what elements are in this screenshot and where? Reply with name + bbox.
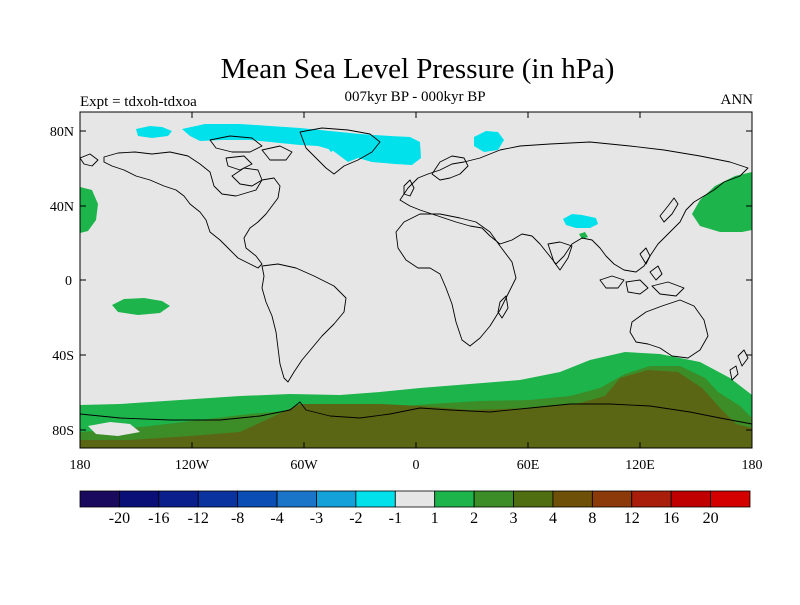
coastline-southeast-asia [599,247,685,297]
contour-cyan-arctic-small [326,143,337,152]
colorbar-swatch [670,490,711,508]
colorbar-label: -4 [270,510,283,527]
contour-grey-antarctic-patch [88,422,140,436]
lon-tick-marks [79,112,753,448]
colorbar-labels: -20 -16 -12 -8 -4 -3 -2 -1 1 2 3 4 8 12 16 20 [109,510,719,527]
contour-cyan-canada [136,126,172,138]
lon-tick-label: 60E [517,458,540,473]
colorbar-label: 3 [510,510,518,527]
contour-green-north-pacific-west [80,187,98,233]
contour-green-edge-southwest [80,408,100,420]
colorbar-swatch [237,490,278,508]
colorbar-label: -20 [109,510,130,527]
colorbar-swatch [79,490,120,508]
coastline-scandinavia [431,155,469,181]
colorbar-swatch [394,490,436,508]
coastline-antarctica [80,401,752,425]
colorbar-label: -3 [310,510,323,527]
colorbar-swatch [316,490,357,508]
contour-green-south-pacific [112,298,170,315]
contour-cyan-tibet [563,214,598,228]
lat-tick-label: 40N [50,200,74,215]
colorbar-label: 12 [624,510,640,527]
lon-tick-label: 120W [175,458,210,473]
experiment-label: Expt = tdxoh-tdxoa [80,94,197,110]
coastline-hudson-bay [231,167,263,187]
contour-cyan-arctic-main [182,124,421,165]
contour-green-tibet [579,232,588,239]
lon-tick-label: 0 [413,458,420,473]
colorbar-swatch [591,490,633,508]
colorbar [79,490,751,508]
lat-tick-label: 80S [52,424,74,439]
colorbar-swatch [158,490,199,508]
coastline-madagascar [497,295,509,319]
lon-tick-label: 180 [70,458,91,473]
lat-tick-label: 80N [50,125,74,140]
colorbar-label: 8 [588,510,596,527]
colorbar-label: 4 [549,510,557,527]
colorbar-swatch [355,490,396,508]
colorbar-label: -8 [231,510,244,527]
coastline-india [547,241,573,271]
coastline-australia [629,299,709,359]
colorbar-label: -16 [148,510,169,527]
coastlines [80,127,752,425]
colorbar-swatch [513,490,554,508]
coastline-japan [659,197,679,223]
contour-cyan-barents [474,131,504,152]
lon-tick-label: 180 [742,458,763,473]
colorbar-swatch [473,490,514,508]
coastline-south-america [261,263,347,383]
lon-tick-label: 60W [290,458,318,473]
map-subtitle: 007kyr BP - 000kyr BP [344,89,486,105]
lat-tick-marks [80,130,752,431]
contour-green-north-pacific-east [692,172,752,232]
lat-tick-labels: 80N 40N 0 40S 80S [50,125,74,439]
colorbar-swatch [631,490,672,508]
coastline-new-zealand [729,349,749,381]
colorbar-label: -12 [188,510,209,527]
coastline-britain [403,179,415,197]
colorbar-swatch [276,490,317,508]
colorbar-label: 2 [470,510,478,527]
colorbar-label: 1 [431,510,439,527]
page-title: Mean Sea Level Pressure (in hPa) [220,53,615,85]
lat-tick-label: 0 [65,274,72,289]
colorbar-swatch [552,490,593,508]
coastline-africa [395,213,517,347]
colorbar-swatch [434,490,475,508]
lon-tick-labels: 180 120W 60W 0 60E 120E 180 [70,458,763,473]
colorbar-label: 20 [703,510,719,527]
coastline-arctic-islands [209,135,293,171]
lon-tick-label: 120E [625,458,655,473]
coastline-alaska [80,153,99,167]
lat-tick-label: 40S [52,349,74,364]
colorbar-label: -1 [389,510,402,527]
colorbar-label: -2 [349,510,362,527]
colorbar-label: 16 [663,510,679,527]
season-label: ANN [720,92,754,108]
colorbar-swatch [119,490,160,508]
colorbar-swatch [197,490,239,508]
coastline-greenland [299,127,381,175]
coastline-north-america [103,151,281,269]
colorbar-swatch [710,490,751,508]
